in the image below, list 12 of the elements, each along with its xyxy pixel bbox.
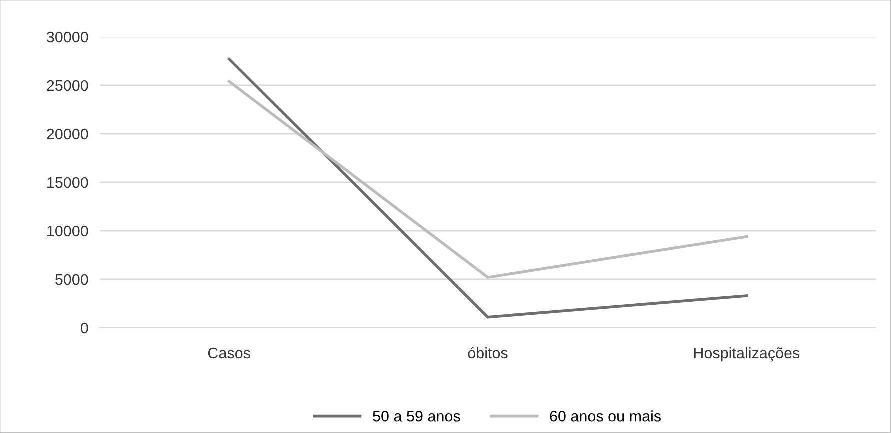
y-tick-label: 0 [80,322,88,334]
x-tick-label: Casos [208,348,250,359]
legend-label: 60 anos ou mais [550,410,662,422]
y-tick-label: 30000 [46,32,88,43]
y-tick-label: 5000 [56,274,88,286]
x-tick-label: óbitos [468,347,508,359]
y-tick-label: 20000 [47,128,88,140]
x-tick-label: Hospitalizações [694,347,800,362]
y-tick-label: 25000 [47,80,88,92]
legend-label: 50 a 59 anos [373,410,460,422]
y-tick-label: 10000 [48,226,88,237]
y-tick-label: 15000 [48,177,88,188]
